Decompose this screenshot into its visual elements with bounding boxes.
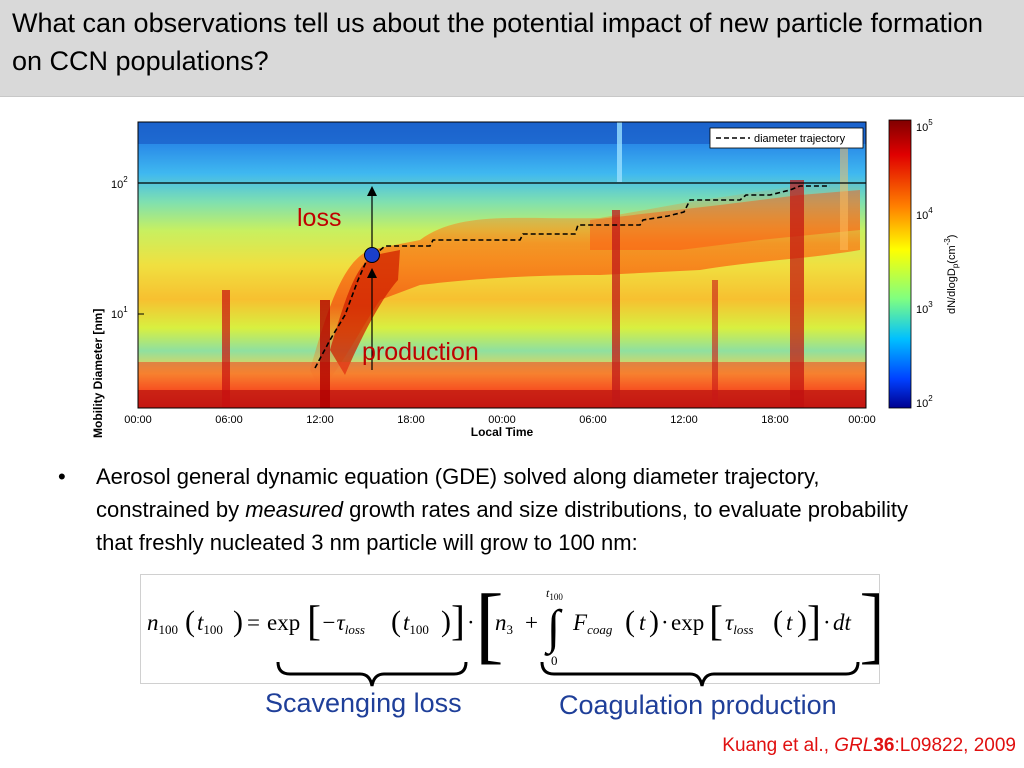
svg-text:exp: exp [671, 610, 704, 635]
coagulation-production-label: Coagulation production [559, 690, 837, 720]
svg-text:(: ( [185, 605, 195, 638]
y-tick-100: 102 [111, 175, 128, 191]
svg-text:·: · [823, 610, 831, 635]
diameter-trajectory-line [314, 185, 830, 369]
x-tick: 12:00 [306, 414, 334, 426]
x-tick: 00:00 [124, 414, 152, 426]
legend-label: diameter trajectory [754, 133, 846, 145]
x-tick: 18:00 [397, 414, 425, 426]
cb-tick-3: 103 [916, 300, 933, 316]
x-tick: 00:00 [488, 414, 516, 426]
x-axis-label: Local Time [471, 425, 534, 439]
scavenging-brace [276, 661, 468, 687]
title-bar: What can observations tell us about the … [0, 0, 1024, 97]
cb-tick-4: 104 [916, 206, 933, 222]
svg-text:]: ] [451, 599, 465, 645]
svg-text:): ) [797, 605, 807, 638]
citation: Kuang et al., GRL36:L09822, 2009 [722, 735, 1016, 756]
colorbar: 105 104 103 102 dN/dlogDp(cm-3) [888, 118, 960, 410]
svg-text:Fcoag: Fcoag [572, 610, 613, 637]
svg-text:t: t [639, 610, 646, 635]
svg-text:(: ( [391, 605, 401, 638]
cb-tick-2: 102 [916, 394, 933, 410]
svg-text:t100: t100 [546, 586, 563, 602]
cb-tick-5: 105 [916, 118, 933, 134]
svg-text:+: + [525, 610, 538, 635]
svg-text:n100: n100 [147, 610, 178, 637]
y-axis: 102 101 Mobility Diameter [nm] [91, 175, 144, 438]
loss-annotation: loss [297, 204, 341, 232]
svg-text:n3: n3 [495, 610, 513, 637]
svg-text:τloss: τloss [725, 610, 753, 637]
svg-text:dt: dt [833, 610, 852, 635]
svg-text:·: · [467, 610, 475, 635]
loss-arrowhead [367, 186, 377, 196]
svg-text:∫: ∫ [544, 601, 563, 656]
svg-text:): ) [649, 605, 659, 638]
svg-text:): ) [233, 605, 243, 638]
svg-text:t: t [786, 610, 793, 635]
production-arrowhead [367, 268, 377, 278]
x-tick: 06:00 [579, 414, 607, 426]
svg-text:t100: t100 [197, 610, 223, 637]
slide-title: What can observations tell us about the … [12, 8, 984, 76]
svg-text:t100: t100 [403, 610, 429, 637]
svg-text:]: ] [807, 599, 821, 645]
underbraces [276, 661, 860, 687]
x-tick: 18:00 [761, 414, 789, 426]
svg-text:−τloss: −τloss [321, 610, 365, 637]
y-axis-label: Mobility Diameter [nm] [91, 309, 105, 438]
svg-text:]: ] [859, 576, 879, 672]
svg-text:·: · [661, 610, 669, 635]
svg-text:=: = [247, 610, 260, 635]
y-tick-10: 101 [111, 305, 128, 321]
plot-frame [137, 121, 867, 409]
coagulation-brace [540, 661, 860, 687]
svg-text:[: [ [709, 599, 723, 645]
size-distribution-plot: loss production diameter trajectory 102 … [91, 118, 960, 439]
svg-text:[: [ [307, 599, 321, 645]
svg-text:0: 0 [551, 653, 558, 668]
x-tick: 00:00 [848, 414, 876, 426]
scavenging-loss-label: Scavenging loss [265, 688, 462, 718]
svg-text:(: ( [773, 605, 783, 638]
trajectory-marker [364, 247, 380, 263]
x-tick: 06:00 [215, 414, 243, 426]
svg-text:): ) [441, 605, 451, 638]
svg-text:exp: exp [267, 610, 300, 635]
equation-box: n100 ( t100 ) = exp [ −τloss ( t100 ) ] … [140, 574, 888, 684]
bullet-text: Aerosol general dynamic equation (GDE) s… [96, 464, 909, 555]
legend: diameter trajectory [709, 127, 864, 149]
production-annotation: production [362, 338, 479, 366]
colorbar-label: dN/dlogDp(cm-3) [943, 235, 960, 314]
x-tick: 12:00 [670, 414, 698, 426]
x-axis: 00:00 06:00 12:00 18:00 00:00 06:00 12:0… [124, 414, 876, 439]
svg-text:(: ( [625, 605, 635, 638]
svg-text:[: [ [475, 576, 504, 672]
figure: loss production diameter trajectory 102 … [0, 100, 1024, 450]
heatmap [138, 122, 866, 408]
bullet-symbol: • [58, 464, 66, 489]
